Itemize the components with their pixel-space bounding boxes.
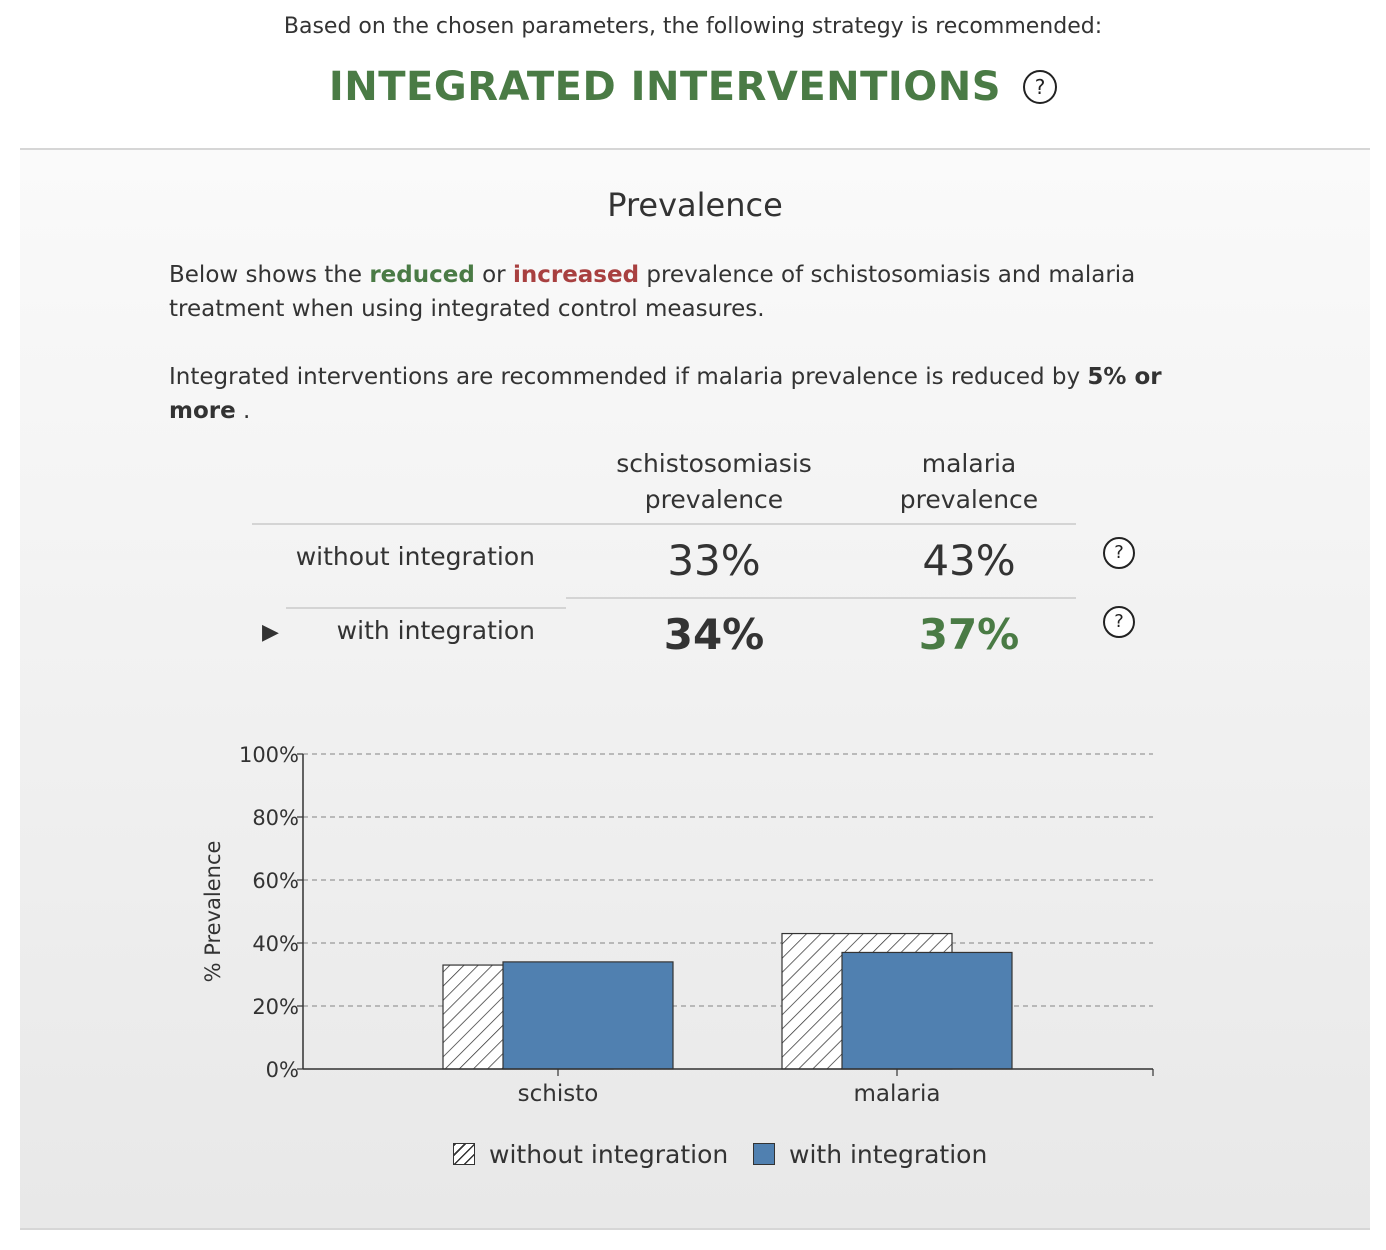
y-axis-label: % Prevalence: [201, 841, 225, 983]
recommendation-intro: Based on the chosen parameters, the foll…: [283, 14, 1103, 39]
table-divider: [286, 607, 566, 609]
bar-with-integration: [841, 951, 1013, 1070]
column-header-line: schistosomiasis: [616, 449, 812, 478]
hatch-swatch-icon: [453, 1143, 475, 1165]
value-schisto-without: 33%: [667, 536, 761, 585]
prevalence-bar-chart: 0% 20% 40% 60% 80% 100% % Prevalence schisto mal…: [201, 743, 1154, 1107]
desc-text: or: [474, 262, 513, 288]
table-divider: [252, 523, 1076, 525]
column-header-line: prevalence: [899, 485, 1039, 514]
legend-without-integration: without integration: [453, 1140, 728, 1169]
value-malaria-without: 43%: [922, 536, 1016, 585]
threshold-value: 5% or more: [169, 364, 1162, 424]
strategy-title: INTEGRATED INTERVENTIONS: [328, 64, 1002, 110]
y-tick-label: 0%: [266, 1058, 299, 1082]
play-arrow-icon: ▶: [262, 620, 279, 645]
x-tick-label: malaria: [854, 1081, 941, 1107]
panel-title: Prevalence: [607, 186, 783, 224]
rule-text: Integrated interventions are recommended…: [169, 364, 1088, 390]
increased-label: increased: [512, 262, 640, 288]
row-label-without: without integration: [295, 542, 535, 571]
value-schisto-with: 34%: [663, 610, 765, 659]
legend-with-integration: with integration: [753, 1140, 987, 1169]
value-malaria-with: 37%: [918, 610, 1020, 659]
y-tick-label: 20%: [252, 995, 299, 1019]
blue-swatch-icon: [753, 1143, 775, 1165]
column-header-malaria: malaria prevalence: [839, 446, 1099, 518]
y-tick-label: 40%: [252, 932, 299, 956]
legend-label: with integration: [789, 1140, 988, 1169]
table-divider: [566, 597, 1076, 599]
column-header-line: malaria: [921, 449, 1017, 478]
recommendation-rule: Integrated interventions are recommended…: [169, 360, 1229, 428]
x-tick-label: schisto: [518, 1081, 599, 1107]
bar-with-integration: [502, 961, 674, 1070]
help-icon[interactable]: ?: [1103, 537, 1135, 569]
column-header-schisto: schistosomiasis prevalence: [584, 446, 844, 518]
legend-label: without integration: [489, 1140, 729, 1169]
help-icon[interactable]: ?: [1023, 70, 1058, 104]
y-tick-label: 60%: [252, 869, 299, 893]
y-tick-label: 100%: [239, 743, 299, 767]
prevalence-description: Below shows the reduced or increased pre…: [169, 258, 1229, 326]
strategy-heading: INTEGRATED INTERVENTIONS?: [0, 64, 1386, 110]
column-header-line: prevalence: [644, 485, 784, 514]
desc-text: prevalence of schistosomiasis and malari…: [169, 262, 1136, 322]
reduced-label: reduced: [369, 262, 475, 288]
row-label-with: with integration: [336, 616, 535, 645]
desc-text: Below shows the: [169, 262, 370, 288]
prevalence-panel: Prevalence Below shows the reduced or in…: [20, 148, 1370, 1230]
rule-text: .: [235, 398, 251, 424]
help-icon[interactable]: ?: [1103, 606, 1135, 638]
y-tick-label: 80%: [252, 806, 299, 830]
